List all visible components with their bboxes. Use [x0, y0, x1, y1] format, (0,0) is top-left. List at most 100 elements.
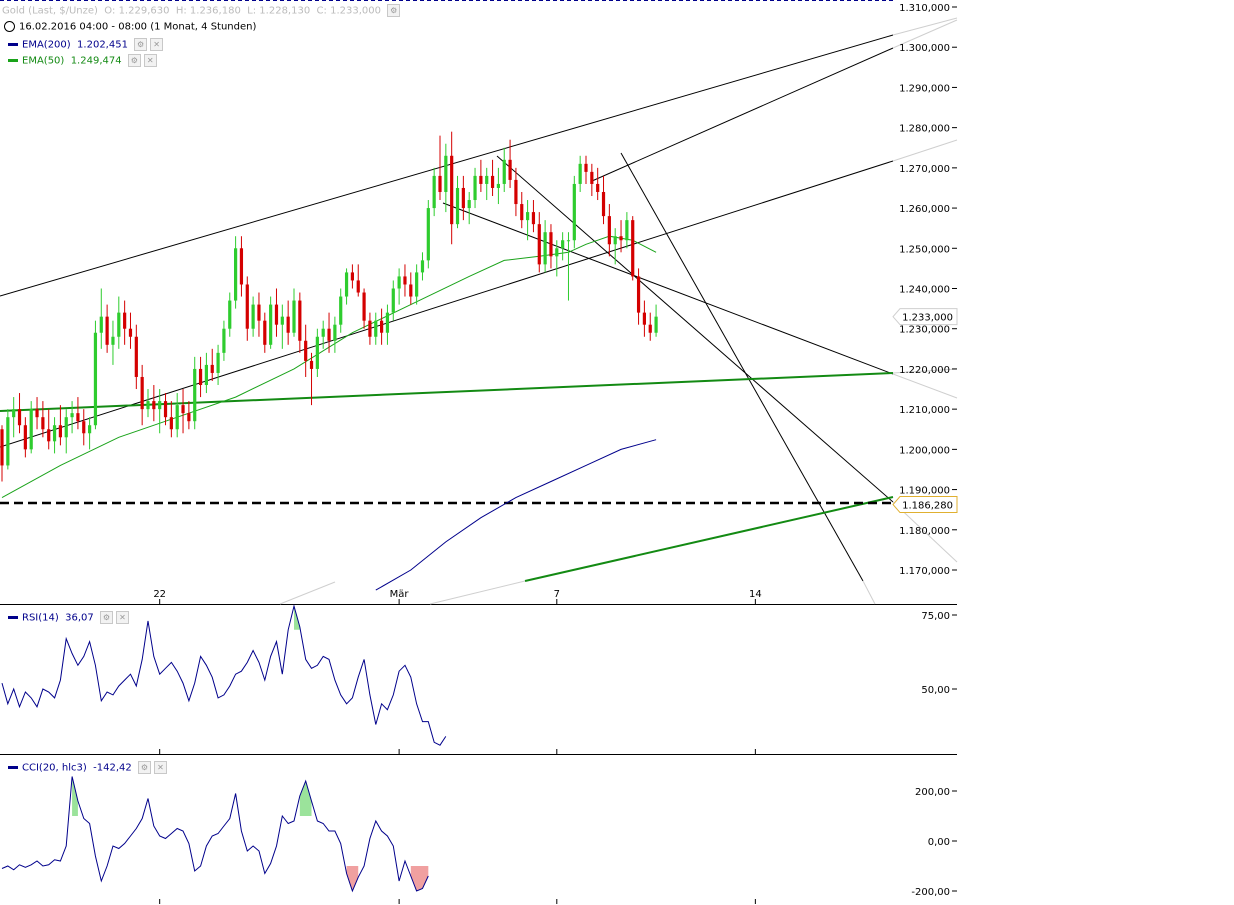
candle-body — [234, 248, 238, 301]
green-support-line[interactable] — [0, 372, 894, 412]
candle-body — [181, 405, 185, 414]
candle-body — [590, 171, 594, 184]
candle-body — [327, 328, 331, 341]
candle-body — [502, 159, 506, 184]
cci-close-icon[interactable]: ✕ — [153, 761, 167, 774]
candle-body — [374, 320, 378, 337]
candle-body — [152, 401, 156, 410]
candle-body — [309, 360, 314, 369]
extension-line — [892, 139, 958, 162]
candle-body — [123, 312, 127, 329]
ohlc-low: 1.228,130 — [259, 5, 311, 17]
ema50-path — [1, 235, 657, 499]
candle-body — [438, 175, 442, 192]
level-price-tag-text: 1.186,280 — [902, 501, 953, 512]
candle-body — [140, 376, 144, 410]
candle-body — [490, 175, 495, 188]
rsi-legend: RSI(14) 36,07 ⚙ ✕ — [8, 611, 129, 624]
candle-body — [210, 364, 214, 373]
candle-body — [636, 276, 641, 313]
rsi-settings-icon[interactable]: ⚙ — [99, 611, 113, 624]
price-axis: 1.310,000 1.300,000 1.290,000 1.280,000 1.27… — [899, 3, 957, 577]
candle-body — [245, 284, 249, 329]
cci-label: CCI(20, hlc3) — [22, 762, 87, 774]
settings-icon[interactable]: ⚙ — [387, 4, 401, 17]
candle-body — [315, 336, 319, 369]
extension-line — [279, 581, 336, 605]
candle-body — [47, 429, 51, 442]
candle-body — [537, 224, 541, 265]
ema200-path — [375, 439, 657, 591]
candle-body — [385, 312, 390, 333]
cci-tick-label: 0,00 — [928, 837, 950, 848]
price-tick-label: 1.240,000 — [899, 285, 950, 296]
price-tags: 1.233,000 1.186,280 — [892, 308, 958, 514]
rsi-close-icon[interactable]: ✕ — [115, 611, 129, 624]
candle-body — [111, 336, 115, 345]
last-price-tag-box — [892, 308, 958, 326]
candle-body — [6, 417, 10, 466]
rising-line-from-high[interactable] — [591, 47, 894, 182]
candle-body — [52, 425, 57, 442]
rsi-line — [1, 604, 447, 746]
candle-body — [549, 232, 553, 257]
candle-body — [175, 405, 179, 430]
candle-body — [239, 248, 244, 285]
ema50-label: EMA(50) — [22, 55, 65, 67]
rsi-label: RSI(14) — [22, 612, 59, 624]
period-legend: 16.02.2016 04:00 - 08:00 (1 Monat, 4 Stu… — [4, 21, 256, 33]
candle-body — [426, 208, 430, 261]
candle-body — [64, 417, 68, 438]
ema50-legend: EMA(50) 1.249,474 ⚙ ✕ — [8, 54, 157, 67]
candle-body — [158, 401, 162, 410]
candle-body — [286, 316, 290, 333]
candle-body — [128, 328, 133, 337]
price-tick-label: 1.180,000 — [899, 526, 950, 537]
candle-body — [526, 212, 530, 221]
descending-line-steep[interactable] — [496, 155, 894, 503]
candle-body — [455, 187, 460, 225]
cci-oversold-fill — [410, 866, 429, 891]
trendlines — [0, 17, 958, 605]
ohlc-high: 1.236,180 — [189, 5, 241, 17]
ema50-close-icon[interactable]: ✕ — [143, 54, 157, 67]
candle-body — [58, 425, 62, 438]
green-lower-line[interactable] — [524, 496, 894, 582]
candle-body — [12, 409, 16, 418]
candle-body — [619, 236, 623, 241]
price-tick-label: 1.310,000 — [899, 3, 950, 14]
extension-line — [892, 368, 958, 374]
cci-line — [1, 776, 429, 893]
ema50-swatch-icon — [8, 59, 18, 62]
candle-body — [444, 155, 448, 192]
ema200-settings-icon[interactable]: ⚙ — [134, 38, 148, 51]
candles — [0, 131, 658, 482]
x-tick-label: 22 — [153, 589, 166, 600]
descending-resistance-line[interactable] — [442, 202, 894, 375]
cci-settings-icon[interactable]: ⚙ — [137, 761, 151, 774]
x-axis: 22 Mär 7 14 — [153, 589, 762, 904]
period-text: 16.02.2016 04:00 - 08:00 (1 Monat, 4 Stu… — [19, 21, 257, 33]
price-tick-label: 1.270,000 — [899, 164, 950, 175]
candle-body — [23, 425, 27, 450]
lower-channel-line[interactable] — [0, 160, 894, 448]
cci-legend: CCI(20, hlc3) -142,42 ⚙ ✕ — [8, 761, 167, 774]
ema200-close-icon[interactable]: ✕ — [150, 38, 164, 51]
candle-body — [321, 328, 325, 337]
ema50-settings-icon[interactable]: ⚙ — [127, 54, 141, 67]
candle-body — [450, 155, 454, 225]
candle-body — [99, 316, 103, 333]
candle-body — [607, 216, 611, 245]
price-tick-label: 1.170,000 — [899, 566, 950, 577]
candle-body — [35, 409, 39, 418]
ema200-line — [375, 439, 657, 591]
candle-body — [292, 300, 296, 333]
ema200-legend: EMA(200) 1.202,451 ⚙ ✕ — [8, 38, 164, 51]
cci-overbought-fill — [72, 776, 78, 816]
descending-line-steepest[interactable] — [620, 152, 864, 582]
candle-body — [432, 175, 436, 209]
candle-body — [169, 417, 173, 430]
candle-body — [420, 260, 425, 273]
candle-body — [17, 409, 22, 426]
